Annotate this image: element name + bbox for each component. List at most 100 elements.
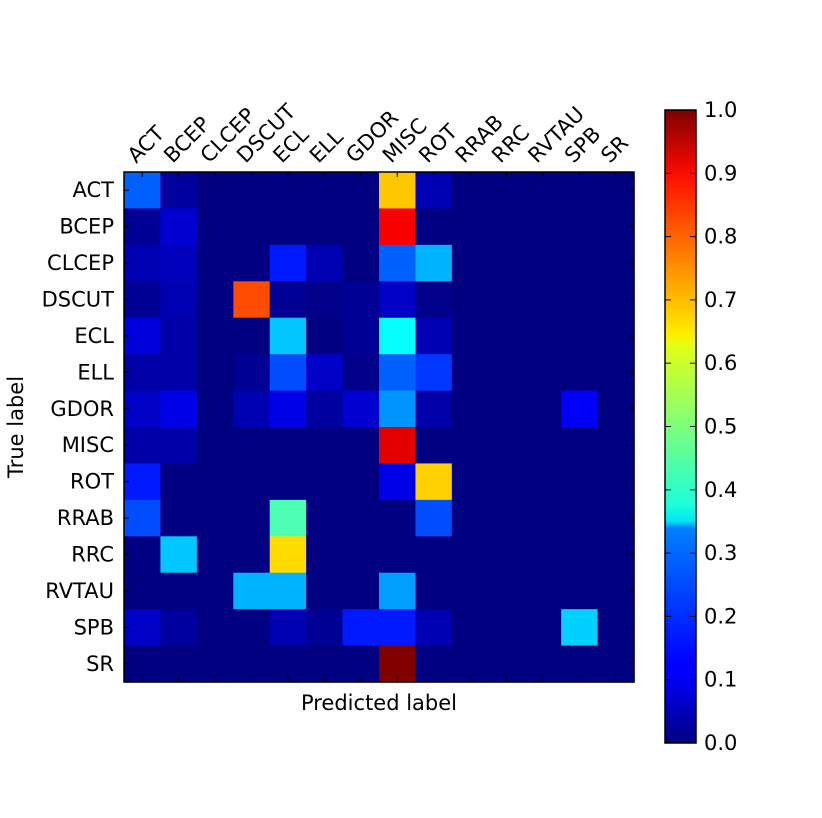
heatmap-cell (379, 172, 417, 210)
heatmap-cell (451, 572, 489, 610)
heatmap-cell (561, 427, 599, 465)
heatmap-cell (124, 536, 162, 574)
heatmap-cell (451, 208, 489, 246)
heatmap-cell (160, 645, 198, 683)
heatmap-cell (342, 317, 380, 355)
heatmap-cell (306, 645, 344, 683)
heatmap-cell (306, 354, 344, 392)
heatmap-cell (524, 499, 562, 537)
heatmap-cell (233, 208, 271, 246)
heatmap-cell (124, 172, 162, 210)
heatmap-cell (379, 244, 417, 282)
heatmap-cell (524, 317, 562, 355)
heatmap-cell (379, 463, 417, 501)
colorbar-tick-label: 0.0 (704, 731, 737, 755)
heatmap-cell (597, 317, 635, 355)
heatmap-cell (269, 208, 307, 246)
heatmap-cell (160, 390, 198, 428)
heatmap-cell (561, 572, 599, 610)
heatmap-cell (233, 427, 271, 465)
heatmap-cell (269, 609, 307, 647)
heatmap-cell (451, 317, 489, 355)
heatmap-cell (451, 645, 489, 683)
heatmap-cell (561, 172, 599, 210)
colorbar-tick-label: 1.0 (704, 98, 737, 122)
heatmap-cell (597, 645, 635, 683)
heatmap-cell (342, 390, 380, 428)
heatmap-cell (415, 572, 453, 610)
heatmap-cell (379, 317, 417, 355)
heatmap-cell (124, 244, 162, 282)
heatmap-cell (196, 427, 234, 465)
heatmap-cell (124, 427, 162, 465)
heatmap-cell (415, 317, 453, 355)
heatmap-cell (379, 572, 417, 610)
heatmap-cell (124, 645, 162, 683)
heatmap-cell (488, 390, 526, 428)
heatmap-cell (488, 645, 526, 683)
heatmap-cell (306, 208, 344, 246)
heatmap-cell (451, 172, 489, 210)
heatmap-cell (342, 427, 380, 465)
heatmap-cell (306, 281, 344, 319)
heatmap-cell (524, 645, 562, 683)
heatmap-cell (597, 499, 635, 537)
heatmap-cell (451, 609, 489, 647)
colorbar-tick-label: 0.3 (704, 541, 737, 565)
heatmap-cell (160, 609, 198, 647)
heatmap-cell (597, 536, 635, 574)
heatmap-cell (379, 536, 417, 574)
heatmap-cell (597, 463, 635, 501)
heatmap-cell (124, 572, 162, 610)
heatmap-cell (269, 572, 307, 610)
y-tick-labels: ACT BCEP CLCEP DSCUT ECL ELL GDOR MISC ROT RRAB RR… (42, 178, 634, 676)
heatmap-cell (488, 354, 526, 392)
heatmap-cell (415, 172, 453, 210)
colorbar-tick-label: 0.6 (704, 351, 737, 375)
heatmap-cell (415, 645, 453, 683)
heatmap-cell (196, 390, 234, 428)
heatmap-cell (379, 427, 417, 465)
y-tick-label: RVTAU (45, 579, 114, 603)
heatmap-cell (597, 172, 635, 210)
heatmap-cell (524, 390, 562, 428)
heatmap-cell (269, 281, 307, 319)
heatmap-cell (233, 281, 271, 319)
heatmap-cell (196, 645, 234, 683)
heatmap-cell (306, 609, 344, 647)
heatmap-cell (415, 354, 453, 392)
heatmap-cell (561, 463, 599, 501)
heatmap-cell (415, 208, 453, 246)
heatmap-cell (306, 317, 344, 355)
x-axis-label: Predicted label (301, 691, 457, 715)
heatmap-cell (233, 463, 271, 501)
heatmap-cell (196, 208, 234, 246)
heatmap-cell (451, 281, 489, 319)
heatmap-cell (524, 427, 562, 465)
y-tick-label: MISC (62, 433, 114, 457)
heatmap-cell (124, 390, 162, 428)
heatmap-cell (124, 463, 162, 501)
colorbar-tick-label: 0.2 (704, 604, 737, 628)
heatmap-cell (379, 609, 417, 647)
heatmap-cell (561, 354, 599, 392)
heatmap-cell (196, 172, 234, 210)
heatmap-cell (488, 208, 526, 246)
heatmap-cell (233, 645, 271, 683)
heatmap-cell (379, 645, 417, 683)
heatmap-cell (233, 317, 271, 355)
heatmap-cell (451, 390, 489, 428)
colorbar-tick-label: 0.1 (704, 668, 737, 692)
x-tick-label: ELL (305, 124, 348, 167)
heatmap-cell (269, 427, 307, 465)
colorbar: 0.0 0.1 0.2 0.3 0.4 0.5 0.6 0.7 0.8 0.9 1.0 (664, 98, 737, 755)
heatmap-cell (306, 390, 344, 428)
heatmap-cell (488, 609, 526, 647)
heatmap-cell (306, 427, 344, 465)
heatmap-cell (451, 354, 489, 392)
heatmap-cell (415, 609, 453, 647)
heatmap-cell (196, 572, 234, 610)
heatmap-cell (415, 463, 453, 501)
heatmap-cell (306, 244, 344, 282)
